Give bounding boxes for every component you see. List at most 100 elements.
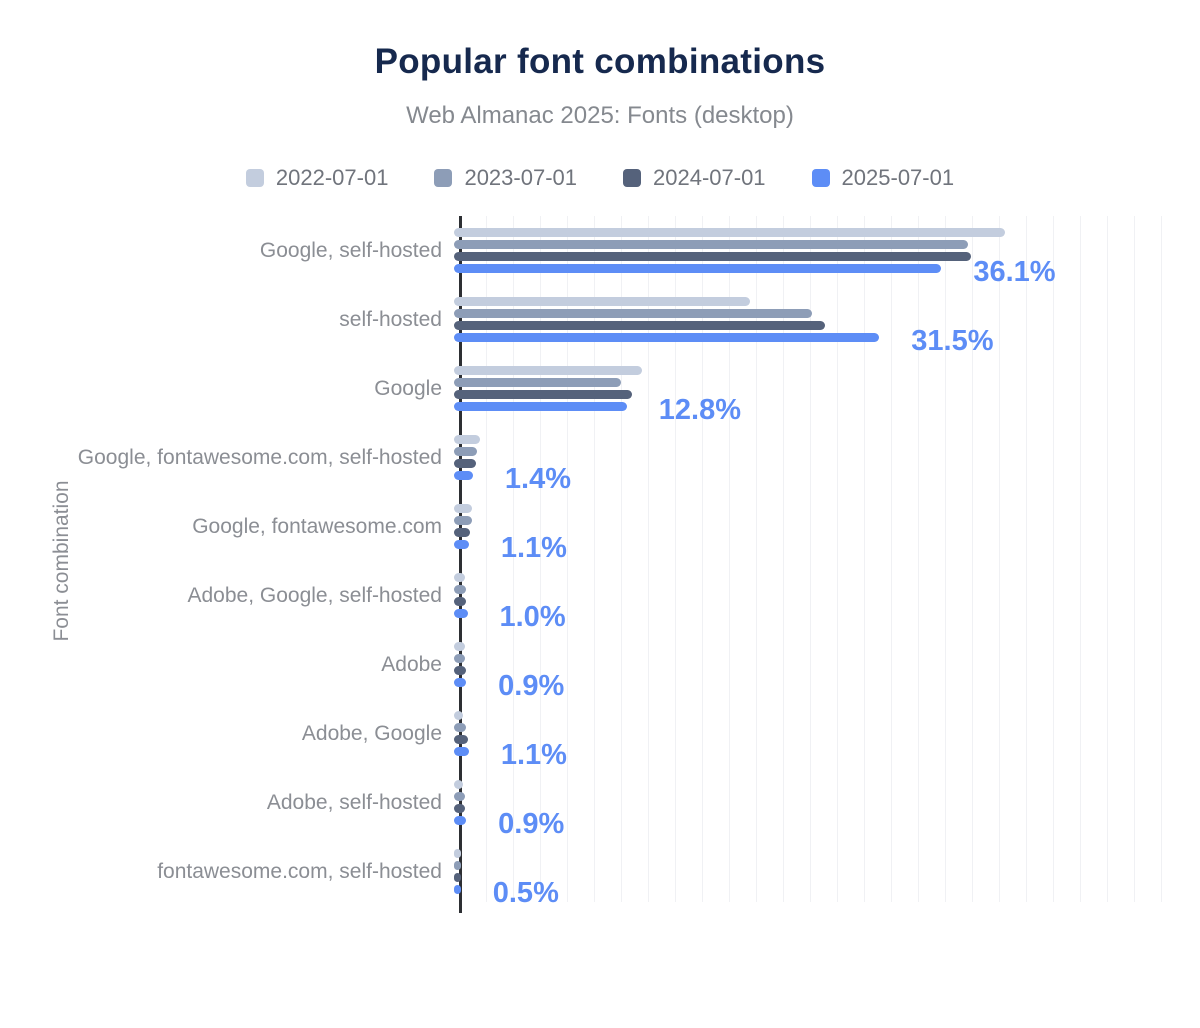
bars-container: 1.1% — [452, 504, 1152, 563]
bar-2022-07-01 — [454, 642, 465, 651]
bars-container: 1.0% — [452, 573, 1152, 632]
category-label: Adobe — [381, 652, 442, 676]
legend-label: 2024-07-01 — [653, 165, 766, 190]
bar-group: Adobe 0.9% — [40, 630, 1162, 701]
value-label: 31.5% — [911, 325, 994, 357]
legend-swatch-icon — [245, 169, 264, 187]
bar-2024-07-01 — [454, 873, 461, 882]
category-label: Google, fontawesome.com, self-hosted — [77, 445, 442, 469]
bar-group: Adobe, Google 1.1% — [40, 699, 1162, 770]
bar-2022-07-01 — [454, 366, 642, 375]
bar-2022-07-01 — [454, 504, 472, 513]
bar-2025-07-01 — [454, 471, 473, 480]
bars-container: 0.9% — [452, 642, 1152, 701]
bar-2022-07-01 — [454, 228, 1005, 237]
bar-2024-07-01 — [454, 804, 465, 813]
bars-container: 0.5% — [452, 849, 1152, 908]
category-label: Adobe, self-hosted — [266, 790, 442, 814]
bar-2023-07-01 — [454, 447, 477, 456]
category-label: self-hosted — [339, 307, 442, 331]
bar-group: fontawesome.com, self-hosted 0.5% — [40, 837, 1162, 908]
bar-group: Google, self-hosted 36.1% — [40, 216, 1162, 287]
bar-2023-07-01 — [454, 654, 465, 663]
bar-2022-07-01 — [454, 297, 750, 306]
bar-2023-07-01 — [454, 309, 812, 318]
bar-2023-07-01 — [454, 861, 461, 870]
bar-2024-07-01 — [454, 321, 826, 330]
legend-label: 2025-07-01 — [841, 165, 955, 190]
bars-container: 12.8% — [452, 366, 1152, 425]
legend-item-2025-07-01[interactable]: 2025-07-01 — [811, 165, 955, 191]
bars-container: 36.1% — [452, 228, 1152, 287]
value-label: 1.1% — [500, 739, 567, 771]
category-label: fontawesome.com, self-hosted — [157, 859, 442, 883]
legend-swatch-icon — [811, 169, 830, 187]
plot-area: Font combination Google, self-hosted 36.1… — [40, 216, 1162, 916]
legend-swatch-icon — [623, 169, 641, 187]
bar-2025-07-01 — [454, 678, 467, 687]
bar-2022-07-01 — [454, 711, 464, 720]
value-label: 1.4% — [504, 463, 571, 495]
bar-groups: Google, self-hosted 36.1% self-hosted 31.5%… — [40, 216, 1162, 908]
value-label: 0.5% — [492, 877, 559, 909]
value-label: 36.1% — [973, 256, 1056, 288]
bar-2024-07-01 — [454, 666, 467, 675]
bar-2023-07-01 — [454, 240, 969, 249]
bar-2022-07-01 — [454, 780, 464, 789]
bar-2025-07-01 — [454, 264, 942, 273]
bar-2023-07-01 — [454, 516, 472, 525]
bar-2023-07-01 — [454, 723, 467, 732]
legend: 2022-07-01 2023-07-01 2024-07-01 2025-07-01 — [40, 165, 1160, 191]
bar-2024-07-01 — [454, 390, 633, 399]
legend-label: 2023-07-01 — [464, 165, 577, 190]
bar-2025-07-01 — [454, 540, 469, 549]
bars-container: 1.4% — [452, 435, 1152, 494]
category-label: Adobe, Google — [301, 721, 442, 745]
category-label: Adobe, Google, self-hosted — [187, 583, 442, 607]
bar-2023-07-01 — [454, 792, 465, 801]
bar-2024-07-01 — [454, 252, 972, 261]
bars-container: 31.5% — [452, 297, 1152, 356]
bar-2024-07-01 — [454, 597, 467, 606]
bar-group: self-hosted 31.5% — [40, 285, 1162, 356]
category-label: Google — [374, 376, 442, 400]
bar-group: Google, fontawesome.com, self-hosted 1.4% — [40, 423, 1162, 494]
value-label: 12.8% — [658, 394, 742, 426]
legend-label: 2022-07-01 — [275, 165, 389, 190]
category-label: Google, fontawesome.com — [192, 514, 442, 538]
bar-group: Google 12.8% — [40, 354, 1162, 425]
bar-group: Adobe, Google, self-hosted 1.0% — [40, 561, 1162, 632]
bar-2025-07-01 — [454, 402, 627, 411]
bar-2022-07-01 — [454, 435, 480, 444]
value-label: 1.0% — [499, 601, 566, 633]
bars-container: 0.9% — [452, 780, 1152, 839]
bar-2024-07-01 — [454, 735, 468, 744]
bar-2025-07-01 — [454, 816, 467, 825]
bar-2023-07-01 — [454, 378, 622, 387]
value-label: 1.1% — [500, 532, 567, 564]
bar-2025-07-01 — [454, 885, 461, 894]
value-label: 0.9% — [498, 808, 565, 840]
bar-2025-07-01 — [454, 609, 468, 618]
bar-2022-07-01 — [454, 849, 461, 858]
value-label: 0.9% — [498, 670, 565, 702]
legend-item-2024-07-01[interactable]: 2024-07-01 — [623, 165, 766, 191]
bar-group: Adobe, self-hosted 0.9% — [40, 768, 1162, 839]
gridlines — [460, 216, 1162, 902]
bar-group: Google, fontawesome.com 1.1% — [40, 492, 1162, 563]
bars-container: 1.1% — [452, 711, 1152, 770]
bar-2022-07-01 — [454, 573, 465, 582]
legend-swatch-icon — [434, 169, 453, 187]
category-label: Google, self-hosted — [259, 238, 442, 262]
legend-item-2022-07-01[interactable]: 2022-07-01 — [245, 165, 389, 191]
bar-2025-07-01 — [454, 333, 880, 342]
legend-item-2023-07-01[interactable]: 2023-07-01 — [434, 165, 577, 191]
bar-2024-07-01 — [454, 459, 476, 468]
bar-2025-07-01 — [454, 747, 469, 756]
chart-subtitle: Web Almanac 2025: Fonts (desktop) — [406, 102, 794, 129]
chart-title: Popular font combinations — [374, 42, 826, 81]
bar-2023-07-01 — [454, 585, 467, 594]
bar-2024-07-01 — [454, 528, 471, 537]
y-axis-line — [459, 216, 462, 913]
